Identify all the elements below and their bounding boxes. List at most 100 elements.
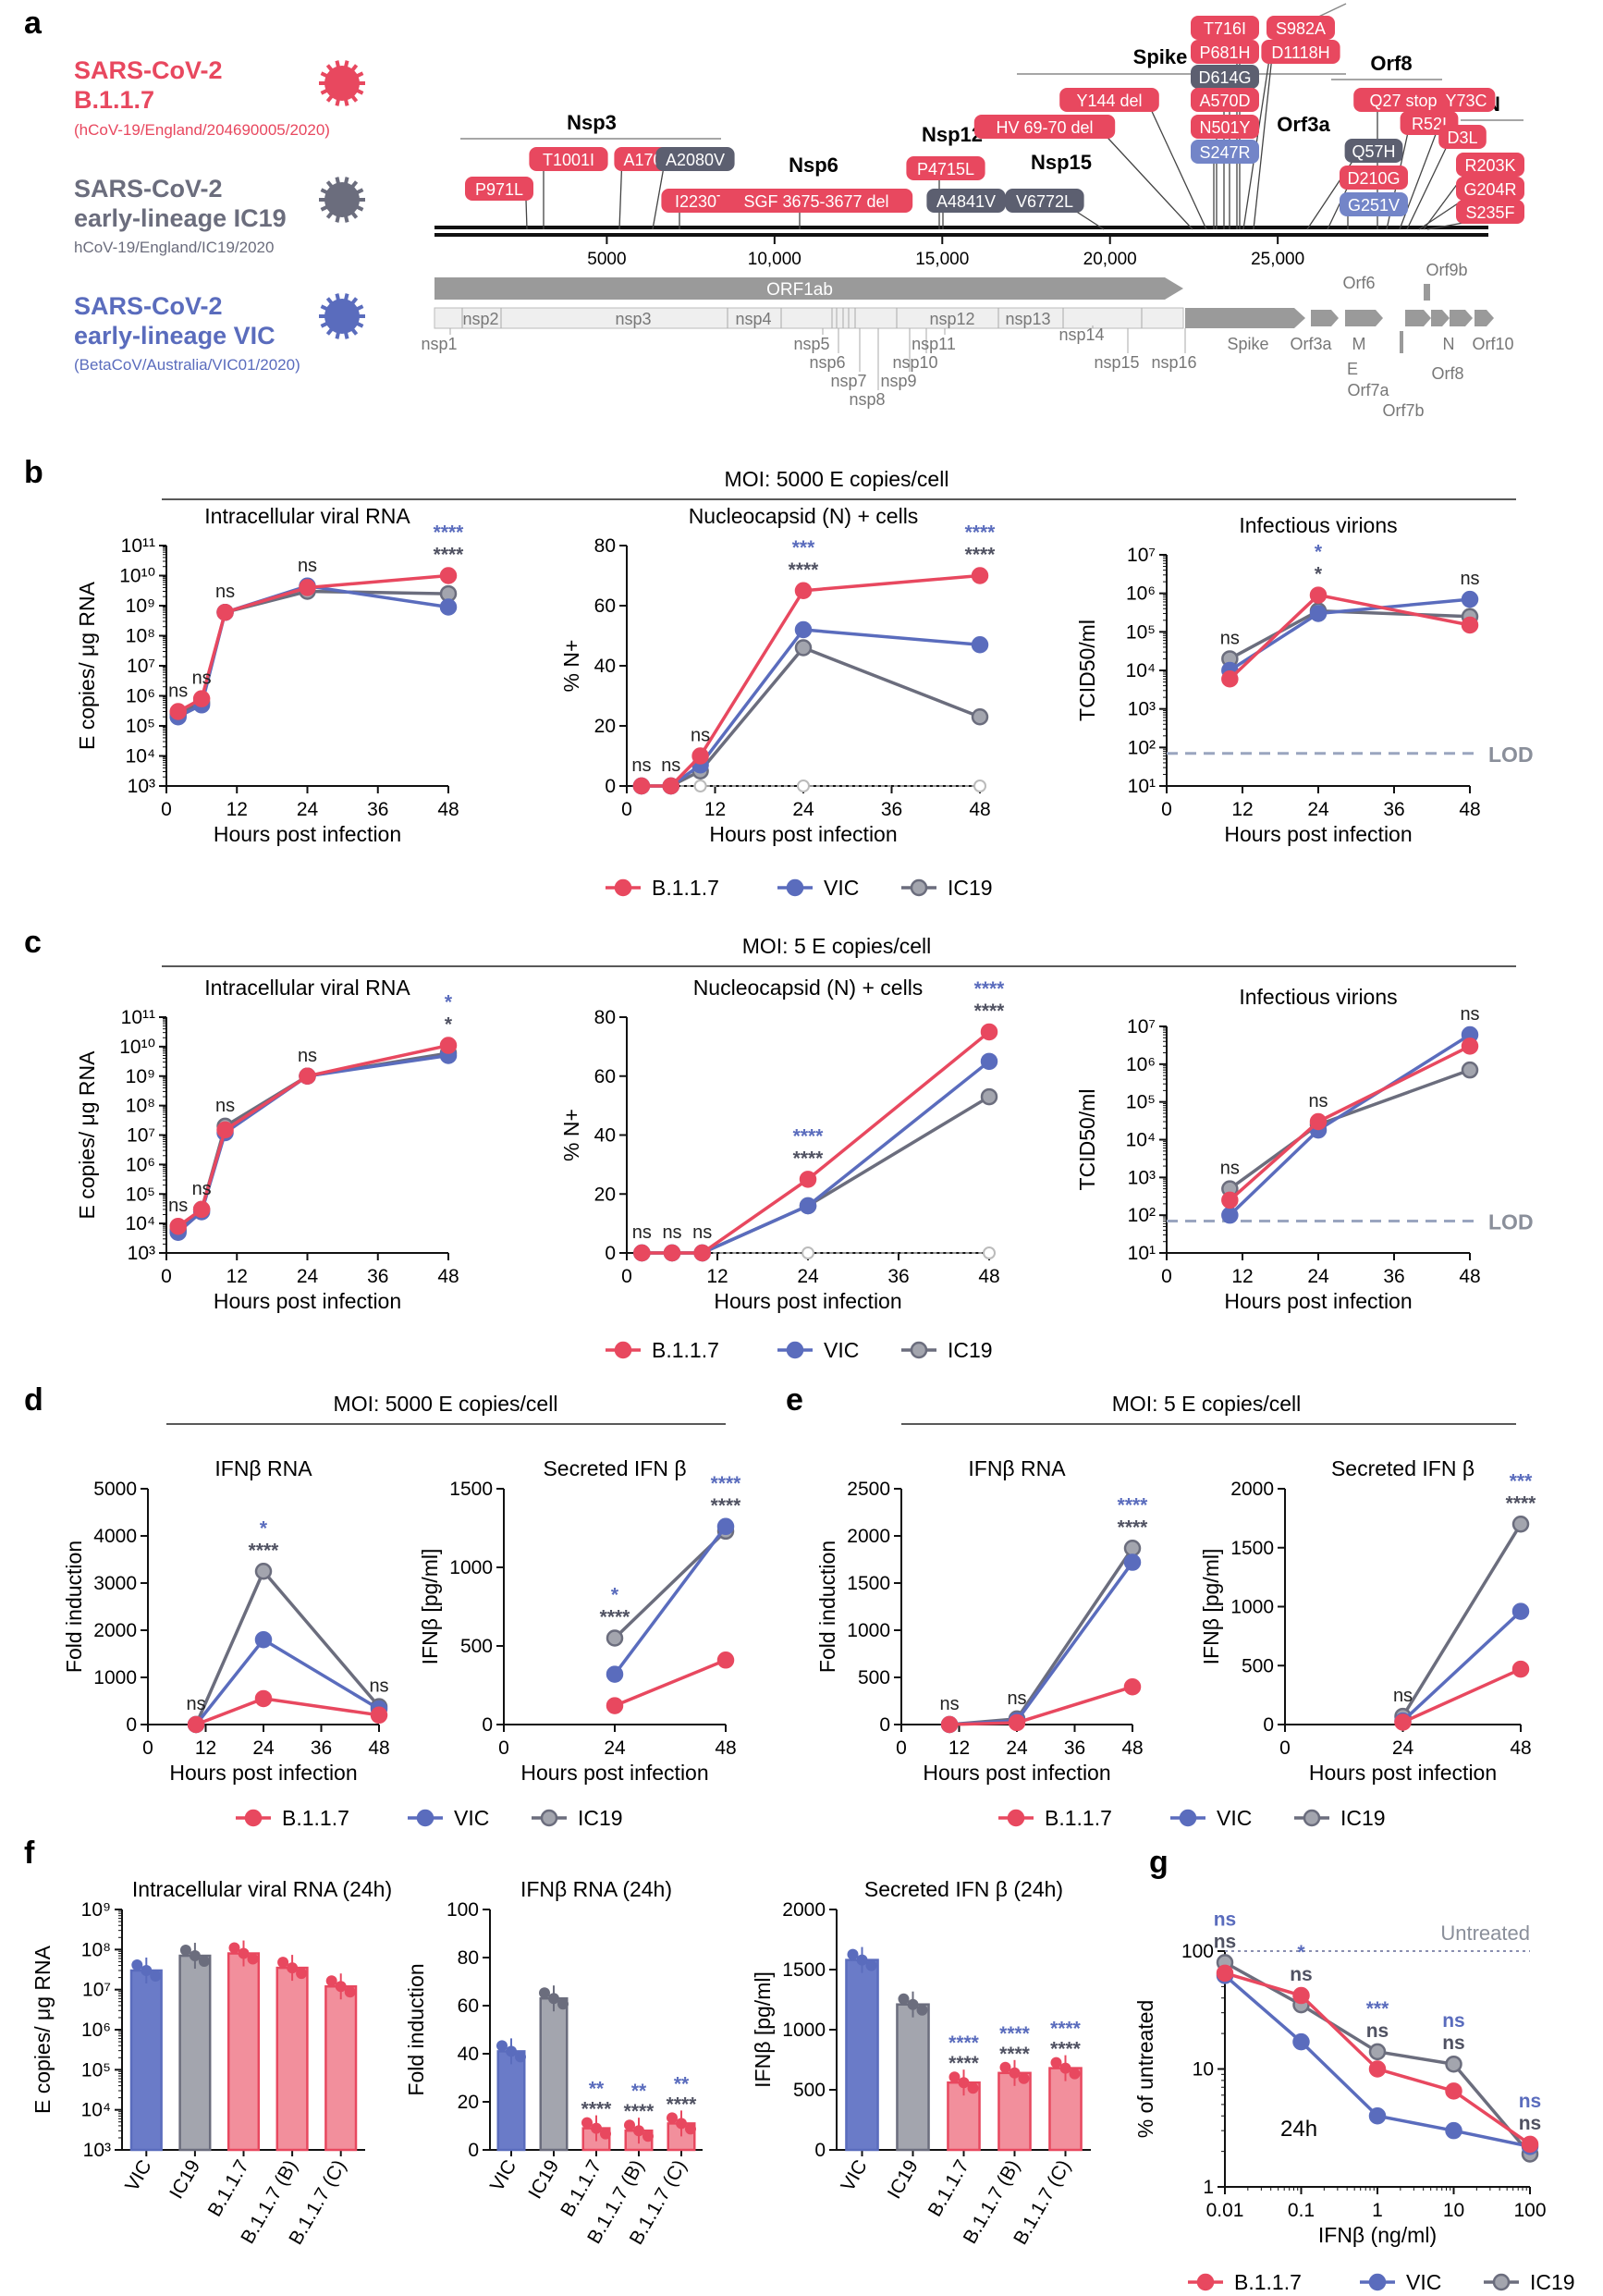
sig-label: **** bbox=[999, 2023, 1031, 2044]
sig-label: ** bbox=[674, 2073, 690, 2094]
y-axis-label: E copies/ μg RNA bbox=[75, 581, 99, 750]
genome-tick-label: 10,000 bbox=[748, 250, 802, 269]
chart-title: Secreted IFN β bbox=[1331, 1456, 1475, 1480]
replicate-point bbox=[1050, 2057, 1062, 2069]
legend-marker-b117 bbox=[1196, 2273, 1215, 2291]
mutation-label: T1001I bbox=[543, 151, 594, 169]
series-legend: B.1.1.7 VIC IC19 bbox=[998, 1806, 1386, 1830]
sig-label: **** bbox=[667, 2093, 698, 2115]
data-point-b117 bbox=[1445, 2082, 1462, 2100]
mutation-label: R203K bbox=[1464, 156, 1515, 175]
bar bbox=[896, 2003, 930, 2152]
y-axis-label: E copies/ μg RNA bbox=[31, 1945, 55, 2114]
x-axis-label: Hours post infection bbox=[709, 822, 897, 846]
sig-label: **** bbox=[434, 545, 465, 566]
mutation-label: S982A bbox=[1276, 19, 1326, 38]
y-tick-label: 0 bbox=[1263, 1714, 1274, 1736]
replicate-point bbox=[515, 2051, 526, 2063]
y-tick-label: 0 bbox=[879, 1714, 890, 1736]
replicate-point bbox=[600, 2128, 611, 2140]
genome-group-label: Nsp6 bbox=[789, 153, 838, 177]
variant-b117-sub: (hCoV-19/England/204690005/2020) bbox=[74, 121, 330, 139]
sig-label: ns bbox=[187, 1694, 206, 1714]
genome-tick-label: 25,000 bbox=[1251, 250, 1304, 269]
series-line-b117 bbox=[1229, 593, 1471, 681]
series-line-b117 bbox=[1229, 1044, 1471, 1202]
data-point-vic bbox=[799, 1197, 817, 1215]
mutation-label: A4841V bbox=[936, 192, 996, 211]
data-point-b117 bbox=[1309, 586, 1328, 604]
data-point-vic bbox=[254, 1630, 273, 1649]
x-tick-label: 0 bbox=[142, 1737, 153, 1759]
y-axis-label: Fold induction bbox=[62, 1541, 86, 1673]
chart-d1: 0 1000 2000 3000 4000 5000 0 12 24 36 48 IFNβ RNA Ho… bbox=[62, 1456, 390, 1785]
sig-label: ns bbox=[940, 1694, 960, 1714]
x-tick-label: 12 bbox=[704, 799, 726, 820]
y-tick-label: 10³ bbox=[128, 1243, 155, 1264]
data-point-ic19 bbox=[794, 639, 813, 657]
x-category-label: B.1.1.7 bbox=[924, 2156, 973, 2220]
replicate-point bbox=[916, 2004, 928, 2016]
y-tick-label: 10⁹ bbox=[126, 595, 155, 617]
mutation-pill: D3L bbox=[1406, 125, 1487, 230]
genome-line bbox=[434, 226, 1488, 229]
x-tick-label: 36 bbox=[367, 799, 388, 820]
genome-group-label: Spike bbox=[1133, 45, 1188, 68]
y-tick-label: 10⁶ bbox=[1126, 583, 1156, 605]
legend-label: B.1.1.7 bbox=[1045, 1806, 1112, 1830]
mutation-label: S247R bbox=[1199, 143, 1250, 162]
mutation-pill: N501Y bbox=[1191, 115, 1259, 229]
orf-label: Spike bbox=[1227, 335, 1268, 353]
nsp-label: nsp5 bbox=[793, 335, 829, 353]
mutation-label: D3L bbox=[1447, 129, 1477, 147]
data-point-vic bbox=[980, 1052, 998, 1071]
data-point-b117 bbox=[192, 1200, 211, 1219]
data-point-vic bbox=[1309, 605, 1328, 622]
mutation-pill: A4841V bbox=[926, 189, 1006, 229]
data-point-b117 bbox=[1221, 669, 1239, 688]
sig-label: * bbox=[1315, 564, 1323, 585]
y-tick-label: 0 bbox=[814, 2140, 826, 2161]
data-point-b117 bbox=[1008, 1713, 1026, 1732]
virus-icon-b117 bbox=[319, 60, 365, 106]
data-point-vic bbox=[1123, 1553, 1142, 1571]
replicate-point bbox=[967, 2082, 979, 2094]
data-point-vic bbox=[1221, 1206, 1239, 1224]
mutation-label: R52I bbox=[1412, 115, 1447, 133]
x-axis-label: Hours post infection bbox=[520, 1761, 708, 1785]
data-point-b117 bbox=[693, 1244, 711, 1262]
orf-box bbox=[1345, 310, 1383, 326]
series-line-b117 bbox=[949, 1685, 1133, 1726]
x-tick-label: 36 bbox=[881, 799, 902, 820]
replicate-point bbox=[898, 1993, 910, 2005]
variant-b117-line1: SARS-CoV-2 bbox=[74, 56, 223, 84]
genome-line-2 bbox=[434, 233, 1488, 237]
nsp-label: nsp10 bbox=[892, 353, 937, 372]
y-tick-label: 500 bbox=[793, 2080, 826, 2101]
data-point-vic bbox=[1368, 2106, 1387, 2125]
untreated-label: Untreated bbox=[1440, 1922, 1530, 1945]
x-tick-label: 0 bbox=[1279, 1737, 1291, 1759]
x-tick-label: 48 bbox=[437, 1266, 459, 1287]
x-tick-label: 48 bbox=[715, 1737, 736, 1759]
data-point-b117 bbox=[663, 1244, 681, 1262]
y-tick-label: 10⁴ bbox=[1126, 1130, 1156, 1151]
x-tick-label: 24 bbox=[604, 1737, 626, 1759]
mutation-label: Y144 del bbox=[1076, 92, 1142, 110]
chart-g: 1 10 100 0.01 0.1 1 10 100 IFNβ (ng/ml) % of untr… bbox=[1133, 1909, 1547, 2247]
chart-title: Secreted IFN β bbox=[543, 1456, 686, 1480]
y-tick-label: 10⁸ bbox=[81, 1939, 111, 1960]
data-point-b117 bbox=[606, 1697, 624, 1714]
y-tick-label: 2000 bbox=[847, 1526, 890, 1547]
chart-title: IFNβ RNA bbox=[214, 1456, 312, 1480]
y-tick-label: 10⁶ bbox=[126, 1154, 155, 1175]
legend-marker-vic bbox=[1179, 1809, 1197, 1827]
y-tick-label: 10 bbox=[1193, 2059, 1214, 2081]
y-tick-label: 1000 bbox=[782, 2020, 826, 2041]
replicate-point bbox=[685, 2123, 696, 2135]
x-tick-label: 24 bbox=[297, 799, 319, 820]
x-axis-label: Hours post infection bbox=[214, 822, 401, 846]
replicate-point bbox=[296, 1968, 308, 1980]
sig-label: ns bbox=[1220, 1159, 1240, 1179]
